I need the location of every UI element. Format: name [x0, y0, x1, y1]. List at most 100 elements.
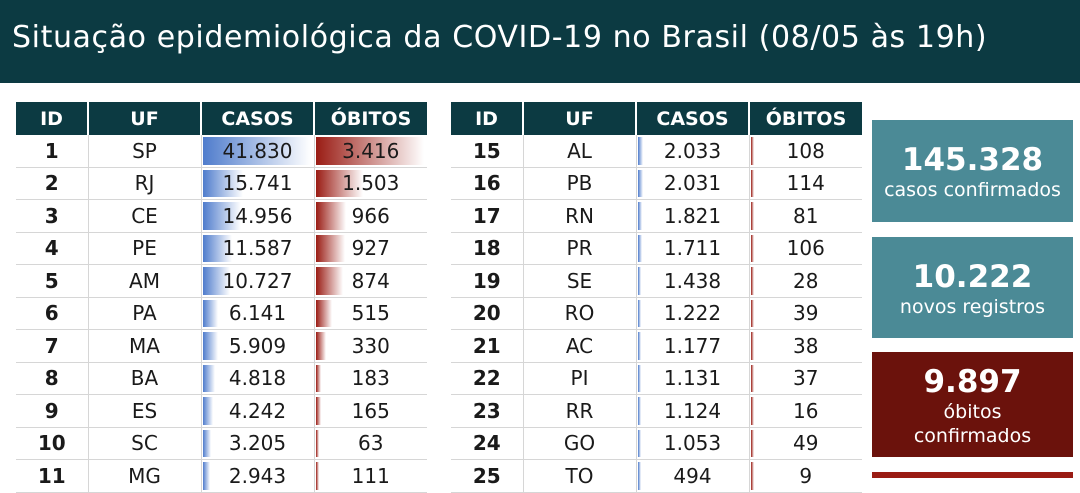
col-header-uf: UF [87, 102, 201, 135]
cases-data-bar [637, 137, 643, 165]
cell-uf: SE [522, 264, 636, 298]
deaths-data-bar [750, 299, 754, 327]
deaths-data-bar [315, 397, 321, 425]
cell-casos: 3.205 [200, 427, 314, 460]
table-header-row: ID UF CASOS ÓBITOS [16, 102, 427, 135]
cell-uf: TO [522, 459, 636, 493]
cell-casos: 4.818 [200, 362, 314, 395]
cases-value: 2.943 [228, 463, 287, 488]
cases-value: 1.438 [663, 268, 722, 293]
cases-value: 1.821 [663, 203, 722, 228]
cell-uf: SP [87, 135, 201, 168]
deaths-value: 1.503 [342, 171, 400, 196]
cell-obitos: 49 [748, 427, 862, 460]
cell-id: 2 [16, 167, 88, 200]
deaths-value: 111 [351, 463, 390, 488]
states-table-left: ID UF CASOS ÓBITOS 1 SP 41.830 3.416 2 RJ 15.7… [16, 102, 427, 493]
cell-uf: AL [522, 135, 636, 168]
cell-obitos: 183 [313, 362, 427, 395]
cell-casos: 11.587 [200, 232, 314, 265]
cell-id: 23 [451, 394, 523, 428]
cell-obitos: 1.503 [313, 167, 427, 200]
cell-id: 4 [16, 232, 88, 265]
table-row: 6 PA 6.141 515 [16, 297, 427, 330]
cell-uf: PI [522, 362, 636, 395]
cases-data-bar [637, 299, 641, 327]
deaths-data-bar [750, 137, 754, 165]
new-records-label: novos registros [899, 296, 1046, 318]
cell-obitos: 28 [748, 264, 862, 298]
cases-value: 5.909 [228, 333, 287, 358]
deaths-data-bar [750, 332, 754, 360]
cases-data-bar [637, 364, 641, 392]
cases-data-bar [637, 267, 642, 295]
deaths-data-bar [315, 202, 347, 230]
cell-uf: RR [522, 394, 636, 428]
table-row: 10 SC 3.205 63 [16, 427, 427, 460]
deaths-data-bar [750, 267, 754, 295]
cell-uf: ES [87, 394, 201, 428]
cell-uf: BA [87, 362, 201, 395]
deaths-value: 106 [786, 236, 825, 261]
deaths-value: 37 [793, 366, 819, 391]
cases-value: 1.711 [663, 236, 722, 261]
cell-uf: RO [522, 297, 636, 330]
deaths-data-bar [315, 169, 364, 197]
cell-casos: 1.821 [635, 199, 749, 233]
table-row: 8 BA 4.818 183 [16, 362, 427, 395]
table-row: 25 TO 494 9 [451, 459, 862, 493]
deaths-value: 927 [351, 236, 390, 261]
deaths-value: 28 [793, 268, 819, 293]
cases-value: 10.727 [222, 268, 293, 293]
cell-id: 17 [451, 199, 523, 233]
cases-data-bar [202, 267, 231, 295]
table-row: 1 SP 41.830 3.416 [16, 135, 427, 168]
table-row: 22 PI 1.131 37 [451, 362, 862, 395]
cases-data-bar [637, 429, 641, 457]
table-row: 23 RR 1.124 16 [451, 394, 862, 428]
confirmed-cases-label: casos confirmados [884, 179, 1061, 201]
cell-id: 25 [451, 459, 523, 493]
cell-id: 6 [16, 297, 88, 330]
cell-id: 5 [16, 264, 88, 298]
cases-data-bar [202, 299, 219, 327]
table-row: 20 RO 1.222 39 [451, 297, 862, 330]
cell-obitos: 330 [313, 329, 427, 363]
cases-value: 494 [673, 463, 712, 488]
cases-value: 1.177 [663, 333, 722, 358]
cell-casos: 494 [635, 459, 749, 493]
new-records-card: 10.222 novos registros [872, 237, 1073, 338]
col-header-uf: UF [522, 102, 636, 135]
cases-value: 1.053 [663, 431, 722, 456]
cell-id: 24 [451, 427, 523, 460]
cases-data-bar [202, 364, 215, 392]
page-title: Situação epidemiológica da COVID-19 no B… [12, 20, 988, 55]
col-header-obitos: ÓBITOS [748, 102, 862, 135]
cell-id: 22 [451, 362, 523, 395]
deaths-data-bar [315, 364, 322, 392]
next-card-edge [872, 472, 1073, 478]
cases-data-bar [202, 332, 218, 360]
cell-uf: MA [87, 329, 201, 363]
cases-data-bar [637, 462, 641, 490]
deaths-value: 515 [351, 301, 390, 326]
cell-casos: 1.124 [635, 394, 749, 428]
deaths-data-bar [750, 397, 754, 425]
deaths-data-bar [315, 234, 345, 262]
table-row: 18 PR 1.711 106 [451, 232, 862, 265]
confirmed-deaths-number: 9.897 [923, 364, 1022, 400]
cases-data-bar [637, 332, 641, 360]
col-header-id: ID [16, 102, 88, 135]
cases-value: 2.033 [663, 138, 722, 163]
deaths-value: 81 [793, 203, 819, 228]
table-row: 16 PB 2.031 114 [451, 167, 862, 200]
table-row: 19 SE 1.438 28 [451, 264, 862, 298]
cell-obitos: 108 [748, 135, 862, 168]
cell-casos: 1.711 [635, 232, 749, 265]
cell-id: 11 [16, 459, 88, 493]
cell-uf: SC [87, 427, 201, 460]
cell-uf: PB [522, 167, 636, 200]
deaths-data-bar [315, 299, 332, 327]
cell-casos: 1.222 [635, 297, 749, 330]
confirmed-deaths-card: 9.897 óbitos confirmados [872, 352, 1073, 457]
